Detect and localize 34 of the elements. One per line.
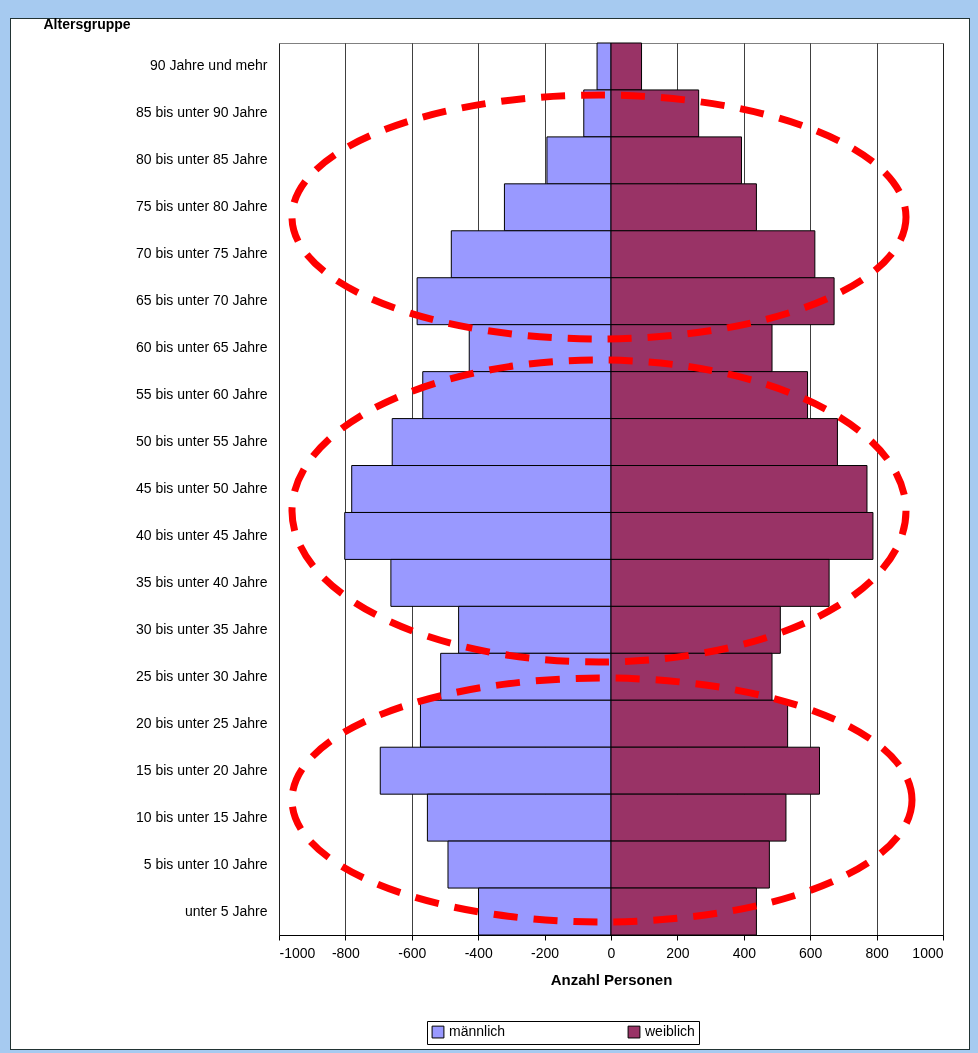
y-tick-label: 30 bis unter 35 Jahre bbox=[135, 620, 268, 637]
x-tick-label: -800 bbox=[331, 944, 361, 961]
legend-label: männlich bbox=[449, 1023, 506, 1040]
y-tick-label: 85 bis unter 90 Jahre bbox=[135, 104, 268, 121]
x-tick-label: 600 bbox=[799, 944, 823, 961]
y-axis-title: Altersgruppe bbox=[43, 15, 131, 32]
y-tick-label: 55 bis unter 60 Jahre bbox=[135, 386, 268, 403]
y-tick-label: 35 bis unter 40 Jahre bbox=[135, 573, 268, 590]
x-tick-label: -400 bbox=[464, 944, 493, 961]
y-tick-label: 65 bis unter 70 Jahre bbox=[135, 292, 268, 309]
x-tick-label: 800 bbox=[865, 944, 889, 961]
y-tick-label: 40 bis unter 45 Jahre bbox=[135, 526, 268, 543]
y-tick-label: 45 bis unter 50 Jahre bbox=[135, 480, 268, 496]
x-tick-label: 0 bbox=[607, 944, 616, 961]
legend-label: weiblich bbox=[644, 1023, 695, 1040]
y-tick-label: unter 5 Jahre bbox=[185, 902, 268, 919]
y-tick-label: 70 bis unter 75 Jahre bbox=[135, 245, 268, 262]
y-tick-label: 90 Jahre und mehr bbox=[149, 57, 268, 74]
y-tick-label: 5 bis unter 10 Jahre bbox=[143, 855, 268, 872]
x-tick-label: 200 bbox=[666, 944, 690, 961]
x-tick-label: 1000 bbox=[912, 944, 944, 961]
y-tick-label: 50 bis unter 55 Jahre bbox=[135, 433, 268, 450]
x-tick-label: 400 bbox=[732, 944, 757, 961]
x-tick-label: -1000 bbox=[279, 944, 316, 961]
y-tick-label: 80 bis unter 85 Jahre bbox=[135, 151, 268, 168]
x-tick-label: -200 bbox=[531, 944, 560, 961]
y-tick-label: 25 bis unter 30 Jahre bbox=[135, 667, 268, 684]
y-tick-label: 15 bis unter 20 Jahre bbox=[135, 761, 268, 778]
y-tick-label: 75 bis unter 80 Jahre bbox=[135, 198, 268, 215]
y-tick-label: 60 bis unter 65 Jahre bbox=[135, 339, 268, 356]
x-axis-title: Anzahl Personen bbox=[550, 970, 673, 988]
y-tick-label: 20 bis unter 25 Jahre bbox=[135, 714, 268, 731]
y-tick-label: 10 bis unter 15 Jahre bbox=[135, 808, 268, 825]
x-tick-label: -600 bbox=[398, 944, 427, 961]
